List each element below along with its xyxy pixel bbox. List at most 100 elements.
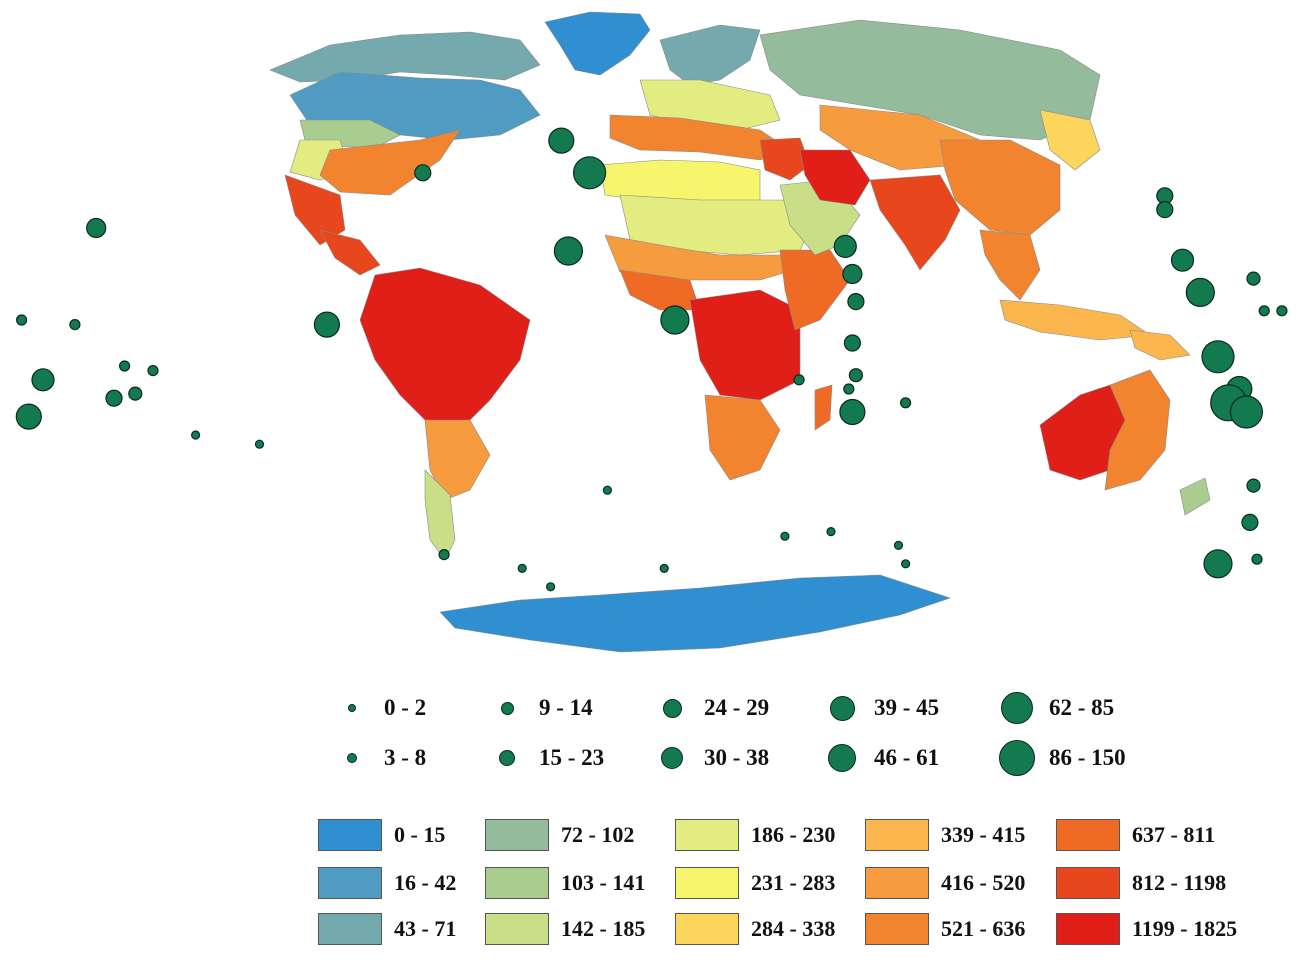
circle-legend-item: 9 - 14 — [485, 688, 593, 728]
island-marker — [1203, 549, 1233, 579]
region-arctic-islands — [269, 31, 541, 83]
color-swatch — [1056, 819, 1120, 851]
island-marker — [1241, 513, 1259, 532]
island-marker — [548, 127, 575, 154]
region-new-guinea — [1129, 329, 1191, 361]
color-legend-item: 186 - 230 — [675, 818, 835, 852]
color-legend-item: 284 - 338 — [675, 912, 835, 946]
color-legend-label: 43 - 71 — [394, 916, 457, 941]
color-legend-item: 0 - 15 — [318, 818, 445, 852]
island-marker — [602, 485, 613, 495]
island-marker — [105, 389, 123, 407]
region-central-america — [319, 229, 381, 276]
island-marker — [1246, 478, 1261, 493]
circle-legend-label: 3 - 8 — [384, 745, 427, 770]
island-marker — [660, 305, 690, 335]
island-marker — [414, 164, 432, 182]
circle-legend-item: 39 - 45 — [820, 688, 939, 728]
island-marker — [843, 383, 855, 395]
color-legend-label: 16 - 42 — [394, 870, 457, 895]
region-antarctica — [439, 574, 951, 653]
color-swatch — [485, 913, 549, 945]
color-legend-item: 339 - 415 — [865, 818, 1025, 852]
island-marker — [1258, 305, 1270, 317]
color-swatch — [865, 867, 929, 899]
region-china — [939, 139, 1061, 236]
island-marker — [147, 365, 159, 377]
region-south-america-south — [424, 419, 491, 501]
island-marker — [659, 563, 669, 574]
region-east-africa — [779, 249, 851, 331]
circle-legend-dot — [829, 695, 855, 721]
island-marker — [833, 234, 857, 258]
color-swatch — [675, 819, 739, 851]
map-canvas — [15, 11, 1288, 653]
island-marker — [900, 559, 911, 569]
circle-legend-dot — [661, 747, 683, 769]
color-legend-label: 142 - 185 — [561, 916, 646, 941]
circle-legend-label: 9 - 14 — [539, 695, 593, 720]
color-legend-label: 72 - 102 — [561, 822, 635, 847]
circle-legend-dot — [999, 740, 1035, 776]
region-scandinavia — [659, 24, 761, 86]
color-swatch — [318, 867, 382, 899]
island-marker — [1185, 277, 1215, 307]
color-swatch — [865, 913, 929, 945]
circle-legend-label: 62 - 85 — [1049, 695, 1115, 720]
region-greenland — [544, 11, 651, 76]
color-legend-label: 284 - 338 — [751, 916, 836, 941]
island-marker — [899, 397, 912, 409]
region-southern-africa — [704, 394, 781, 481]
island-marker — [69, 319, 81, 331]
circle-legend-dot — [499, 750, 515, 766]
circle-legend-item: 0 - 2 — [330, 688, 426, 728]
region-east-asia — [1039, 109, 1101, 171]
island-marker — [793, 374, 805, 386]
color-swatch — [1056, 867, 1120, 899]
island-marker — [1229, 395, 1264, 429]
island-marker — [313, 311, 340, 338]
circle-legend-item: 24 - 29 — [650, 688, 769, 728]
island-marker — [826, 526, 836, 537]
region-central-africa — [689, 289, 801, 401]
region-middle-east — [759, 137, 811, 181]
circle-legend-label: 24 - 29 — [704, 695, 770, 720]
color-swatch — [485, 819, 549, 851]
island-marker — [893, 540, 904, 551]
color-legend-label: 521 - 636 — [941, 916, 1026, 941]
color-swatch — [865, 819, 929, 851]
island-marker — [545, 582, 556, 592]
region-madagascar — [814, 384, 833, 431]
island-marker — [1251, 553, 1263, 565]
color-legend-item: 103 - 141 — [485, 866, 645, 900]
color-legend-label: 103 - 141 — [561, 870, 646, 895]
color-swatch — [675, 913, 739, 945]
region-mediterranean — [609, 114, 791, 161]
island-marker — [191, 430, 201, 440]
circle-legend-dot — [662, 698, 682, 718]
color-legend-label: 416 - 520 — [941, 870, 1026, 895]
color-legend-label: 186 - 230 — [751, 822, 836, 847]
color-legend-item: 521 - 636 — [865, 912, 1025, 946]
color-legend-item: 1199 - 1825 — [1056, 912, 1237, 946]
island-marker — [31, 368, 55, 392]
color-swatch — [318, 913, 382, 945]
circle-legend-item: 86 - 150 — [995, 738, 1126, 778]
region-indonesia — [999, 299, 1151, 341]
circle-size-legend: 0 - 2 3 - 8 9 - 14 15 - 23 24 - 29 30 - 38 39 … — [330, 688, 1230, 780]
circle-legend-label: 15 - 23 — [539, 745, 605, 770]
color-swatch — [485, 867, 549, 899]
circle-legend-dot — [1001, 692, 1033, 724]
region-usa-south — [319, 129, 461, 196]
island-marker — [839, 398, 866, 426]
color-legend-label: 231 - 283 — [751, 870, 836, 895]
island-marker — [847, 293, 865, 311]
color-legend-item: 43 - 71 — [318, 912, 456, 946]
color-legend-item: 142 - 185 — [485, 912, 645, 946]
island-marker — [254, 439, 265, 449]
color-legend-label: 339 - 415 — [941, 822, 1026, 847]
land-layer — [269, 11, 1211, 653]
color-legend-item: 416 - 520 — [865, 866, 1025, 900]
color-legend-item: 231 - 283 — [675, 866, 835, 900]
color-legend-item: 812 - 1198 — [1056, 866, 1226, 900]
